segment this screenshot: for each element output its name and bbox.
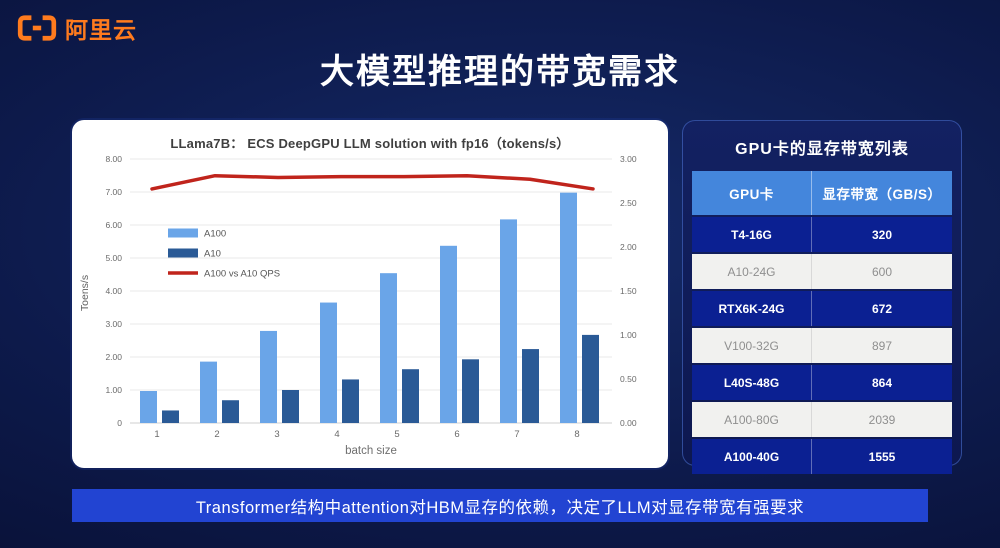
chart-panel: LLama7B： ECS DeepGPU LLM solution with f…: [72, 120, 668, 468]
svg-text:2: 2: [214, 429, 219, 440]
table-row: T4-16G 320: [692, 217, 952, 252]
svg-text:4.00: 4.00: [105, 286, 122, 296]
bandwidth-cell: 320: [812, 217, 952, 252]
svg-text:3.00: 3.00: [620, 154, 637, 164]
gpu-name-cell: A10-24G: [692, 254, 812, 289]
svg-text:8.00: 8.00: [105, 154, 122, 164]
x-axis-title: batch size: [345, 445, 397, 457]
chart-title: LLama7B： ECS DeepGPU LLM solution with f…: [170, 136, 570, 151]
svg-text:1.00: 1.00: [105, 385, 122, 395]
bars-a10: [162, 334, 599, 423]
svg-text:2.00: 2.00: [105, 352, 122, 362]
svg-text:1.50: 1.50: [620, 286, 637, 296]
bandwidth-cell: 1555: [812, 439, 952, 474]
bandwidth-cell: 600: [812, 254, 952, 289]
gpu-name-cell: L40S-48G: [692, 365, 812, 400]
table-row: RTX6K-24G 672: [692, 291, 952, 326]
x-axis-ticks: 1 2 3 4 5 6 7 8: [154, 429, 579, 440]
bandwidth-cell: 864: [812, 365, 952, 400]
qps-line: [150, 173, 595, 191]
bar-line-chart: 8.00 7.00 6.00 5.00 4.00 3.00 2.00 1.00 0 3.00 2.5…: [79, 154, 637, 457]
bars-a100: [140, 192, 577, 423]
legend-item: A10: [168, 248, 221, 260]
svg-text:A100 vs A10 QPS: A100 vs A10 QPS: [204, 269, 280, 280]
bandwidth-cell: 897: [812, 328, 952, 363]
svg-text:0.50: 0.50: [620, 374, 637, 384]
svg-text:1.00: 1.00: [620, 330, 637, 340]
left-axis-ticks: 8.00 7.00 6.00 5.00 4.00 3.00 2.00 1.00 0: [105, 154, 122, 428]
legend-item: A100: [168, 228, 226, 240]
right-axis-ticks: 3.00 2.50 2.00 1.50 1.00 0.50 0.00: [620, 154, 637, 428]
bottom-banner-text: Transformer结构中attention对HBM显存的依赖，决定了LLM对…: [195, 498, 805, 517]
y-axis-title: Toens/s: [79, 275, 91, 311]
svg-text:2.50: 2.50: [620, 198, 637, 208]
table-header-row: GPU卡 显存带宽（GB/S）: [692, 171, 952, 215]
svg-text:5: 5: [394, 429, 399, 440]
table-row: V100-32G 897: [692, 328, 952, 363]
svg-text:8: 8: [574, 429, 579, 440]
gpu-name-cell: T4-16G: [692, 217, 812, 252]
gpu-table-body: T4-16G 320 A10-24G 600 RTX6K-24G 672 V100-32G 8…: [692, 217, 952, 474]
bottom-banner: Transformer结构中attention对HBM显存的依赖，决定了LLM对…: [72, 489, 928, 522]
svg-text:0.00: 0.00: [620, 418, 637, 428]
chart-legend: A100 A10 A100 vs A10 QPS: [168, 228, 280, 280]
alibaba-cloud-logo: 阿里云: [16, 11, 137, 45]
gpu-name-cell: RTX6K-24G: [692, 291, 812, 326]
bandwidth-cell: 672: [812, 291, 952, 326]
gpu-name-cell: A100-80G: [692, 402, 812, 437]
svg-text:7: 7: [514, 429, 519, 440]
svg-text:6.00: 6.00: [105, 220, 122, 230]
table-row: A100-40G 1555: [692, 439, 952, 474]
svg-text:A100: A100: [204, 229, 226, 240]
svg-text:4: 4: [334, 429, 339, 440]
svg-text:6: 6: [454, 429, 459, 440]
svg-text:2.00: 2.00: [620, 242, 637, 252]
alibaba-cloud-logo-text: 阿里云: [65, 17, 137, 43]
gpu-bandwidth-panel: GPU卡的显存带宽列表 GPU卡 显存带宽（GB/S） T4-16G 320 A10…: [682, 120, 962, 474]
alibaba-cloud-logo-icon: [17, 15, 57, 41]
svg-text:0: 0: [117, 418, 122, 428]
svg-text:3.00: 3.00: [105, 319, 122, 329]
svg-text:A10: A10: [204, 249, 221, 260]
svg-text:3: 3: [274, 429, 279, 440]
bandwidth-column-header: 显存带宽（GB/S）: [812, 171, 952, 215]
bandwidth-cell: 2039: [812, 402, 952, 437]
gpu-bandwidth-table: GPU卡 显存带宽（GB/S） T4-16G 320 A10-24G 600 RTX6K…: [692, 169, 952, 476]
table-row: L40S-48G 864: [692, 365, 952, 400]
gpu-name-cell: A100-40G: [692, 439, 812, 474]
gpu-table-title: GPU卡的显存带宽列表: [735, 141, 909, 158]
page-title: 大模型推理的带宽需求: [320, 53, 680, 91]
svg-text:1: 1: [154, 429, 159, 440]
svg-text:5.00: 5.00: [105, 253, 122, 263]
table-row: A10-24G 600: [692, 254, 952, 289]
legend-item: A100 vs A10 QPS: [168, 269, 280, 280]
gpu-name-cell: V100-32G: [692, 328, 812, 363]
gpu-column-header: GPU卡: [692, 171, 812, 215]
svg-text:7.00: 7.00: [105, 187, 122, 197]
table-row: A100-80G 2039: [692, 402, 952, 437]
